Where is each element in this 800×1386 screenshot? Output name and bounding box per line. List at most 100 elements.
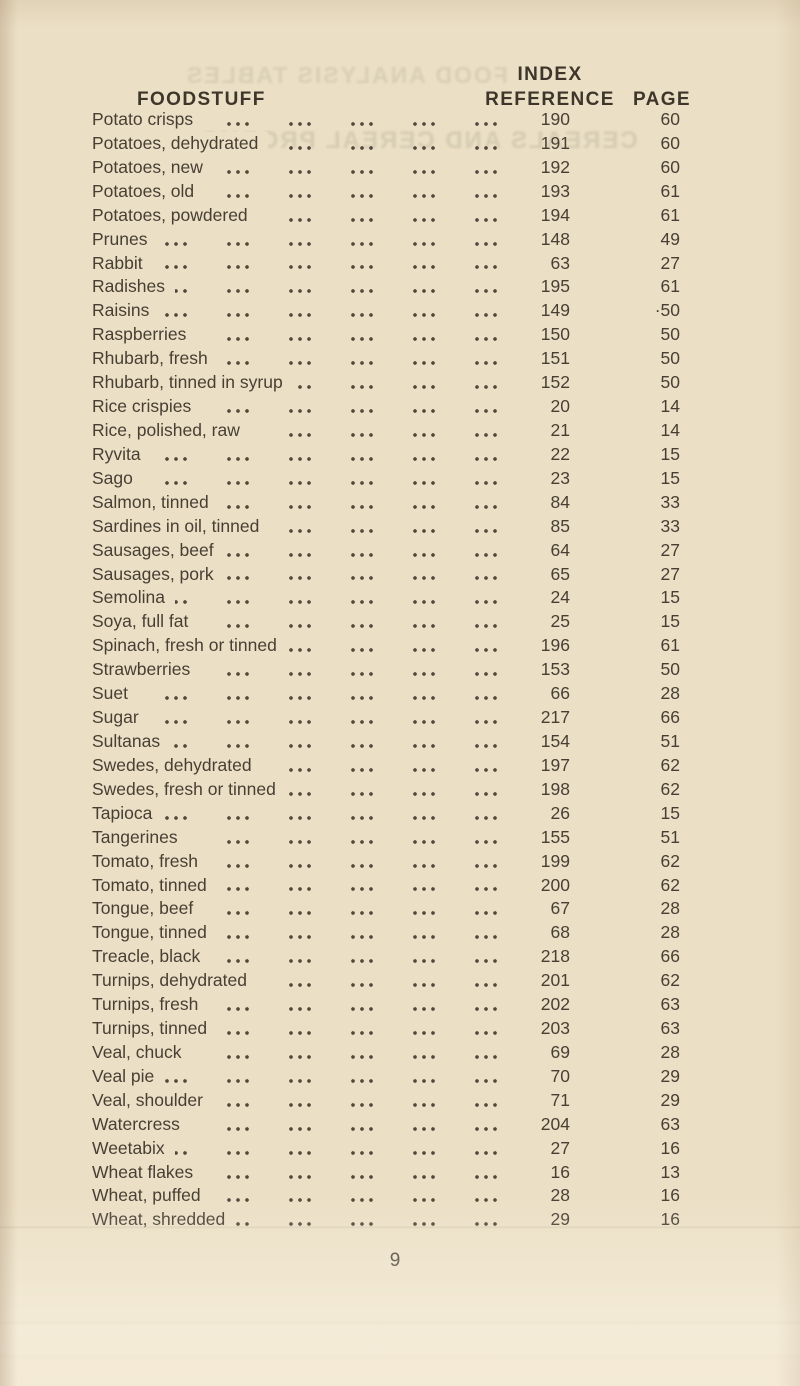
index-row: Tomato, fresh 199 62 — [92, 849, 680, 874]
page-reference-number: 63 — [660, 994, 680, 1015]
index-row: Rhubarb, tinned in syrup 152 50 — [92, 371, 680, 396]
page-reference-number: 27 — [660, 252, 680, 273]
foodstuff-name: Semolina — [92, 586, 175, 611]
foodstuff-name: Tongue, beef — [92, 897, 204, 922]
index-reference-number: 28 — [550, 1185, 570, 1206]
index-reference-number: 195 — [540, 276, 570, 297]
page-reference-number: 50 — [660, 348, 680, 369]
dot-leader: Rice, polished, raw — [92, 418, 522, 443]
dot-leader: Watercress — [92, 1112, 522, 1137]
page-reference-number: 27 — [660, 563, 680, 584]
dot-leader: Tongue, tinned — [92, 921, 522, 946]
foodstuff-name: Tomato, fresh — [92, 849, 209, 874]
page-reference-number: 29 — [660, 1089, 680, 1110]
dot-leader: Wheat flakes — [92, 1160, 522, 1185]
page-reference-number: 13 — [660, 1161, 680, 1182]
page-reference-number: 61 — [660, 635, 680, 656]
dot-leader: Potatoes, new — [92, 155, 522, 180]
dot-leader: Raspberries — [92, 323, 522, 348]
page-reference-number: 62 — [660, 874, 680, 895]
index-row: Tomato, tinned 200 62 — [92, 873, 680, 898]
foodstuff-name: Wheat flakes — [92, 1160, 204, 1185]
index-row: Suet 66 28 — [92, 682, 680, 707]
foodstuff-name: Tangerines — [92, 825, 188, 850]
index-reference-number: 199 — [540, 850, 570, 871]
page-reference-number: 61 — [660, 180, 680, 201]
foodstuff-name: Rabbit — [92, 251, 153, 276]
page-reference-number: 61 — [660, 276, 680, 297]
foodstuff-name: Sausages, beef — [92, 538, 224, 563]
dot-leader: Sardines in oil, tinned — [92, 514, 522, 539]
index-reference-number: 154 — [540, 730, 570, 751]
page-reference-number: 15 — [660, 443, 680, 464]
index-row: Potatoes, new 192 60 — [92, 155, 680, 180]
foodstuff-name: Suet — [92, 682, 138, 707]
index-reference-number: 190 — [540, 109, 570, 129]
dot-leader: Veal pie — [92, 1064, 522, 1089]
index-reference-number: 22 — [550, 443, 570, 464]
dot-leader: Swedes, fresh or tinned — [92, 777, 522, 802]
foodstuff-name: Potatoes, powdered — [92, 203, 258, 228]
index-reference-number: 24 — [550, 587, 570, 608]
foodstuff-name: Strawberries — [92, 658, 201, 683]
index-reference-number: 16 — [550, 1161, 570, 1182]
dot-leader: Raisins — [92, 299, 522, 324]
index-reference-number: 29 — [550, 1209, 570, 1230]
index-row: Swedes, dehydrated 197 62 — [92, 753, 680, 778]
dot-leader: Veal, chuck — [92, 1040, 522, 1065]
dot-leader: Swedes, dehydrated — [92, 753, 522, 778]
index-row: Tongue, tinned 68 28 — [92, 921, 680, 946]
foodstuff-name: Swedes, fresh or tinned — [92, 777, 286, 802]
index-row: Strawberries 153 50 — [92, 658, 680, 683]
index-row: Turnips, dehydrated 201 62 — [92, 969, 680, 994]
page-reference-number: 15 — [660, 611, 680, 632]
index-row: Ryvita 22 15 — [92, 442, 680, 467]
index-reference-number: 71 — [550, 1089, 570, 1110]
foodstuff-name: Watercress — [92, 1112, 190, 1137]
dot-leader: Strawberries — [92, 658, 522, 683]
index-reference-number: 64 — [550, 539, 570, 560]
page-reference-number: 51 — [660, 730, 680, 751]
index-reference-number: 153 — [540, 659, 570, 680]
index-reference-number: 204 — [540, 1113, 570, 1134]
foodstuff-name: Turnips, tinned — [92, 1017, 218, 1041]
foodstuff-name: Potatoes, new — [92, 155, 213, 180]
foodstuff-name: Potatoes, dehydrated — [92, 131, 269, 156]
dot-leader: Tongue, beef — [92, 897, 522, 922]
foodstuff-name: Salmon, tinned — [92, 490, 219, 515]
index-reference-number: 150 — [540, 324, 570, 345]
foodstuff-name: Rice, polished, raw — [92, 418, 250, 443]
page-reference-number: 66 — [660, 707, 680, 728]
index-reference-number: 217 — [540, 707, 570, 728]
index-row: Prunes 148 49 — [92, 227, 680, 252]
foodstuff-name: Veal, shoulder — [92, 1088, 213, 1113]
page-reference-number: 66 — [660, 946, 680, 967]
index-row: Rice crispies 20 14 — [92, 395, 680, 419]
page-reference-number: 60 — [660, 132, 680, 153]
dot-leader: Suet — [92, 682, 522, 707]
foodstuff-name: Sausages, pork — [92, 562, 224, 587]
foodstuff-name: Rhubarb, fresh — [92, 347, 218, 372]
page-reference-number: 16 — [660, 1209, 680, 1230]
column-header-reference: REFERENCE — [485, 89, 615, 110]
dot-leader: Veal, shoulder — [92, 1088, 522, 1113]
page-reference-number: 15 — [660, 587, 680, 608]
index-reference-number: 191 — [540, 132, 570, 153]
page-reference-number: ·50 — [654, 300, 680, 321]
page-reference-number: 14 — [660, 419, 680, 440]
index-row: Turnips, fresh 202 63 — [92, 993, 680, 1018]
index-row: Sugar 217 66 — [92, 706, 680, 730]
dot-leader: Semolina — [92, 586, 522, 611]
index-reference-number: 68 — [550, 922, 570, 943]
foodstuff-name: Sultanas — [92, 729, 171, 754]
foodstuff-name: Ryvita — [92, 442, 151, 467]
index-row: Potatoes, old 193 61 — [92, 179, 680, 204]
foodstuff-name: Tongue, tinned — [92, 921, 217, 946]
index-row: Treacle, black 218 66 — [92, 945, 680, 970]
dot-leader: Tomato, fresh — [92, 849, 522, 874]
dot-leader: Potatoes, old — [92, 179, 522, 204]
index-row: Sausages, pork 65 27 — [92, 562, 680, 587]
index-row: Rhubarb, fresh 151 50 — [92, 347, 680, 372]
column-header-foodstuff: FOODSTUFF — [137, 89, 266, 110]
